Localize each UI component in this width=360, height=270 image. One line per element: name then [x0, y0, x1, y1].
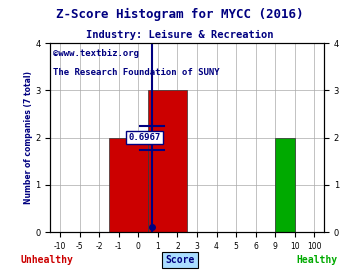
- Text: Industry: Leisure & Recreation: Industry: Leisure & Recreation: [86, 30, 274, 40]
- Text: Score: Score: [165, 255, 195, 265]
- Text: ©www.textbiz.org: ©www.textbiz.org: [53, 49, 139, 58]
- Bar: [109, 138, 148, 232]
- Y-axis label: Number of companies (7 total): Number of companies (7 total): [23, 71, 32, 204]
- Bar: [148, 90, 187, 232]
- Text: The Research Foundation of SUNY: The Research Foundation of SUNY: [53, 68, 220, 77]
- Text: 0.6967: 0.6967: [128, 133, 160, 142]
- Bar: [275, 138, 295, 232]
- Text: Healthy: Healthy: [296, 255, 337, 265]
- Text: Z-Score Histogram for MYCC (2016): Z-Score Histogram for MYCC (2016): [56, 8, 304, 21]
- Text: Unhealthy: Unhealthy: [21, 255, 73, 265]
